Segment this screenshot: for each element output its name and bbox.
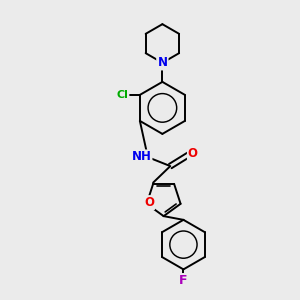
- Text: O: O: [188, 147, 198, 160]
- Text: N: N: [158, 56, 167, 69]
- Text: O: O: [144, 196, 154, 209]
- Text: Cl: Cl: [117, 90, 128, 100]
- Text: F: F: [179, 274, 188, 287]
- Text: NH: NH: [132, 150, 152, 164]
- Text: N: N: [158, 56, 167, 69]
